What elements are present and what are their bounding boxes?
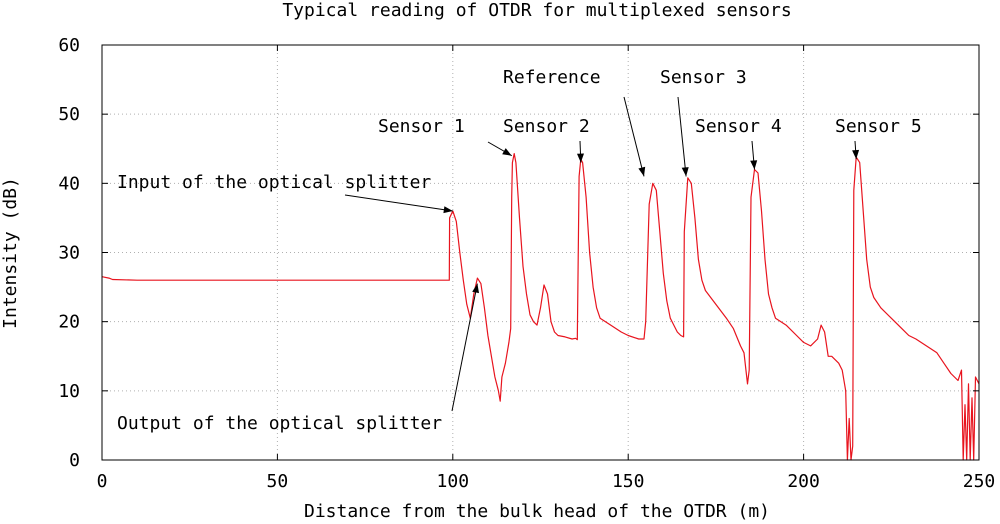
x-tick-label: 200 (787, 471, 820, 492)
y-tick-label: 20 (58, 312, 80, 333)
arrowhead-reference (638, 166, 646, 177)
x-tick-label: 50 (267, 471, 289, 492)
y-tick-label: 10 (58, 381, 80, 402)
series-layer (101, 153, 980, 461)
arrowhead-input-splitter (443, 206, 453, 214)
annotation-sensor-5: Sensor 5 (835, 116, 922, 137)
arrow-output-splitter (451, 283, 478, 412)
y-tick-label: 40 (58, 173, 80, 194)
x-axis-label: Distance from the bulk head of the OTDR … (304, 501, 770, 522)
x-tick-label: 150 (612, 471, 645, 492)
annotation-sensor-2: Sensor 2 (503, 116, 590, 137)
arrowhead-sensor-5 (852, 149, 860, 160)
annotation-reference: Reference (503, 67, 601, 88)
axis-ticks: 0 50 100 150 200 250 0 10 20 30 40 50 60 (58, 35, 995, 492)
annotation-sensor-3: Sensor 3 (660, 67, 747, 88)
arrowhead-sensor-2 (577, 153, 584, 163)
x-tick-label: 100 (437, 471, 470, 492)
arrowhead-output-splitter (472, 283, 479, 294)
annotation-arrows (344, 96, 860, 412)
y-tick-label: 30 (58, 243, 80, 264)
chart-title: Typical reading of OTDR for multiplexed … (282, 0, 791, 21)
otdr-trace-line (101, 153, 980, 461)
x-tick-label: 250 (963, 471, 996, 492)
arrow-input-splitter (344, 194, 453, 212)
annotation-sensor-4: Sensor 4 (695, 116, 782, 137)
arrow-reference (623, 96, 645, 177)
arrowhead-sensor-1 (502, 148, 512, 156)
y-axis-label: Intensity (dB) (0, 177, 21, 329)
annotation-sensor-1: Sensor 1 (378, 116, 465, 137)
y-tick-label: 60 (58, 35, 80, 56)
y-tick-label: 50 (58, 104, 80, 125)
arrowhead-sensor-3 (681, 167, 689, 177)
arrowhead-sensor-4 (750, 160, 758, 170)
plot-frame (101, 44, 980, 461)
annotation-output-splitter: Output of the optical splitter (117, 413, 442, 434)
annotation-input-splitter: Input of the optical splitter (117, 172, 431, 193)
y-tick-label: 0 (69, 450, 80, 471)
arrow-sensor-3 (677, 96, 687, 177)
x-tick-label: 0 (97, 471, 108, 492)
grid-lines (102, 45, 979, 460)
